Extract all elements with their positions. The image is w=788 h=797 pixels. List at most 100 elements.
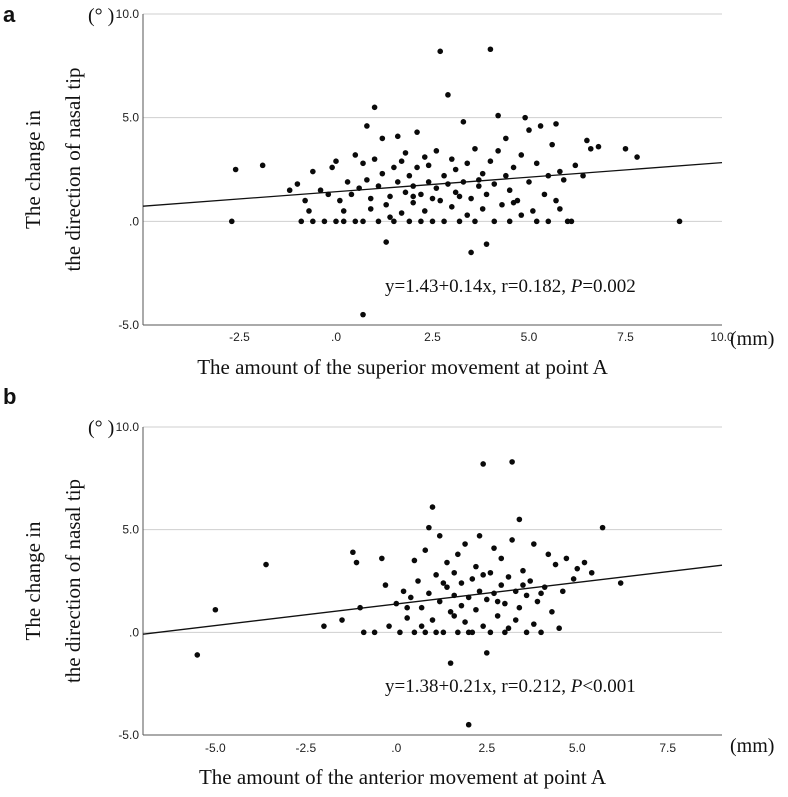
panel-b-data-point xyxy=(465,594,472,601)
panel-b-data-point xyxy=(422,547,429,553)
panel-b-data-point xyxy=(491,545,497,551)
panel-b-data-point xyxy=(480,572,486,578)
panel-b-data-point xyxy=(433,572,439,578)
panel-a-data-point xyxy=(333,158,339,165)
panel-a-x-tick-label: 7.5 xyxy=(617,330,634,344)
panel-b-data-point xyxy=(498,555,505,562)
panel-b-label: b xyxy=(3,384,17,409)
panel-a-data-point xyxy=(584,137,590,144)
panel-b-data-point xyxy=(531,621,537,627)
panel-a-data-point xyxy=(364,177,370,183)
panel-a-y-tick-label: .0 xyxy=(129,214,139,228)
panel-a-data-point xyxy=(379,170,386,177)
panel-b-data-point xyxy=(487,629,494,636)
panel-a-data-point xyxy=(441,172,447,179)
panel-a-data-point xyxy=(375,218,382,225)
panel-a-data-point xyxy=(530,208,536,214)
panel-a-label: a xyxy=(3,2,16,27)
panel-a-data-point xyxy=(449,156,455,162)
panel-a-data-point xyxy=(564,218,571,225)
panel-a-data-point xyxy=(414,129,420,135)
panel-b-data-point xyxy=(494,613,501,619)
panel-a-data-point xyxy=(526,179,532,185)
panel-a-data-point xyxy=(622,145,629,152)
panel-a-data-point xyxy=(429,195,436,202)
panel-a-data-point xyxy=(437,197,444,204)
panel-a-data-point xyxy=(441,218,447,225)
panel-a-data-point xyxy=(476,183,482,189)
panel-b-data-point xyxy=(411,557,418,564)
panel-a-data-point xyxy=(367,195,374,202)
panel-b-data-point xyxy=(451,613,458,619)
panel-a-data-point xyxy=(487,158,494,165)
panel-a-data-point xyxy=(310,168,316,175)
panel-a-data-point xyxy=(414,164,420,171)
panel-a-data-point xyxy=(398,210,405,216)
panel-b-data-point xyxy=(480,623,486,629)
panel-b-data-point xyxy=(516,604,523,611)
panel-a-data-point xyxy=(329,164,335,171)
panel-b-x-axis-title: The amount of the anterior movement at p… xyxy=(199,765,607,789)
panel-a-data-point xyxy=(340,208,347,214)
panel-b-data-point xyxy=(418,604,425,611)
panel-b-data-point xyxy=(502,629,508,636)
panel-a-x-tick-label: 5.0 xyxy=(521,330,538,344)
panel-a-data-point xyxy=(587,145,594,152)
panel-a-data-point xyxy=(348,191,355,198)
panel-b-data-point xyxy=(512,617,519,623)
panel-a-data-point xyxy=(259,162,266,169)
panel-a-data-point xyxy=(580,172,586,179)
panel-a-data-point xyxy=(533,160,540,167)
panel-a-data-point xyxy=(518,212,525,218)
panel-a-data-point xyxy=(449,204,455,210)
panel-a-data-point xyxy=(506,187,513,194)
panel-b-y-tick-label: 10.0 xyxy=(116,420,140,434)
panel-b-data-point xyxy=(476,588,483,595)
panel-b-data-point xyxy=(520,567,526,574)
panel-a-data-point xyxy=(503,135,509,142)
panel-a-data-point xyxy=(410,183,417,189)
panel-a-data-point xyxy=(460,179,467,185)
panel-b-data-point xyxy=(400,588,407,595)
panel-a-data-point xyxy=(371,156,378,162)
panel-b-data-point xyxy=(440,580,447,586)
panel-a-data-point xyxy=(541,191,548,198)
panel-a-data-point xyxy=(425,162,432,169)
panel-a-data-point xyxy=(383,201,389,208)
panel-a-x-tick-label: 2.5 xyxy=(424,330,441,344)
panel-a-y-unit: (° ) xyxy=(88,5,114,27)
panel-b-data-point xyxy=(194,652,201,658)
panel-a-fit-line xyxy=(142,162,723,207)
panel-b-data-point xyxy=(339,617,345,623)
panel-a-data-point xyxy=(506,218,513,225)
panel-a-data-point xyxy=(340,218,347,225)
panel-b-data-point xyxy=(538,590,544,597)
panel-a-data-point xyxy=(360,160,366,167)
panel-b-data-point xyxy=(527,578,534,584)
panel-a-data-point xyxy=(560,177,567,183)
panel-b-data-point xyxy=(458,602,465,609)
panel-b-y-axis-title-line1: The change in xyxy=(21,521,45,640)
panel-b-data-point xyxy=(491,590,497,597)
panel-b-data-point xyxy=(436,598,443,605)
panel-b-data-point xyxy=(462,619,468,625)
panel-a-data-point xyxy=(557,168,563,175)
panel-b-data-point xyxy=(418,623,425,629)
panel-b-data-point xyxy=(480,461,486,467)
panel-a-data-point xyxy=(452,189,459,196)
panel-b-data-point xyxy=(516,516,523,523)
panel-b-data-point xyxy=(436,533,443,539)
panel-a-x-tick-label: .0 xyxy=(331,330,341,344)
panel-b-data-point xyxy=(465,629,472,636)
panel-a-data-point xyxy=(476,177,482,183)
panel-b-data-point xyxy=(350,549,356,556)
panel-a-data-point xyxy=(402,189,409,196)
panel-b-x-tick-label: .0 xyxy=(391,741,401,755)
panel-a-data-point xyxy=(472,145,478,152)
panel-a-data-point xyxy=(406,172,413,179)
panel-a-data-point xyxy=(433,148,440,154)
panel-a-data-point xyxy=(421,208,428,214)
panel-b-data-point xyxy=(451,592,458,599)
panel-a-data-point xyxy=(522,114,528,121)
panel-a-data-point xyxy=(344,179,351,185)
